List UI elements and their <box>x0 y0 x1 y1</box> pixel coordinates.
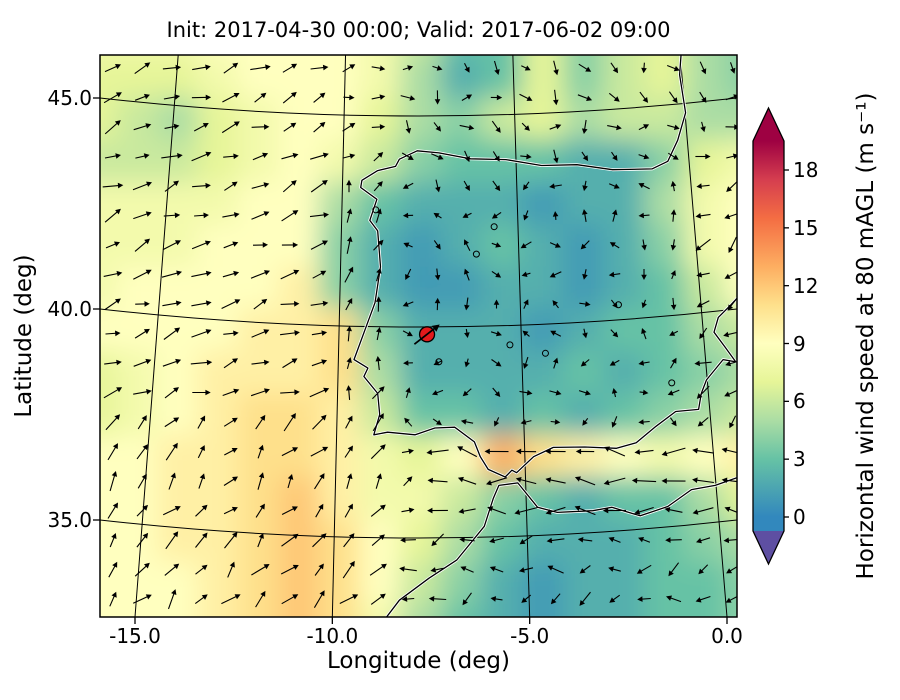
parallel-line <box>100 308 737 328</box>
meridian-line <box>331 55 347 617</box>
y-axis-label: Latitude (deg) <box>11 254 37 418</box>
meridian-line <box>134 55 179 617</box>
parallel-line <box>100 97 737 117</box>
colorbar <box>752 106 789 566</box>
x-tick-label: -10.0 <box>306 624 359 648</box>
colorbar-tick-label: 3 <box>793 447 806 472</box>
colorbar-under-arrow <box>753 531 784 564</box>
inland-water-contour <box>490 223 498 231</box>
inland-water-contour <box>541 349 549 357</box>
colorbar-outline <box>752 106 785 566</box>
colorbar-gradient <box>753 141 784 531</box>
station-wind-arrow <box>413 324 440 345</box>
inland-water-contour <box>506 341 514 349</box>
x-axis-label: Longitude (deg) <box>326 648 510 674</box>
colorbar-tick-label: 12 <box>793 273 819 298</box>
colorbar-over-arrow <box>753 108 784 141</box>
plot-title: Init: 2017-04-30 00:00; Valid: 2017-06-0… <box>166 18 671 42</box>
inland-water-contour <box>472 250 480 258</box>
coastline <box>385 477 737 617</box>
y-tick-label: 35.0 <box>47 508 92 532</box>
x-tick-label: -15.0 <box>109 624 161 648</box>
colorbar-tick-label: 9 <box>793 331 806 356</box>
axes-frame <box>99 54 738 618</box>
axis-ticks <box>93 97 728 624</box>
parallel-line <box>100 519 737 539</box>
map-area <box>100 55 737 617</box>
colorbar-label: Horizontal wind speed at 80 mAGL (m s⁻¹) <box>853 92 879 580</box>
inland-water-contour <box>668 379 676 387</box>
graticule <box>100 55 737 617</box>
wind-arrows <box>102 60 737 610</box>
x-tick-label: -5.0 <box>510 624 550 648</box>
colorbar-tick-label: 6 <box>793 389 806 414</box>
meridian-line <box>512 55 531 617</box>
colorbar-tick-label: 0 <box>793 505 806 529</box>
x-tick-label: 0.0 <box>711 624 743 648</box>
y-tick-label: 45.0 <box>47 86 92 110</box>
colorbar-tick-label: 15 <box>793 215 819 240</box>
y-tick-label: 40.0 <box>47 297 92 321</box>
wind-speed-field <box>100 55 737 617</box>
inland-water-contour <box>372 206 380 214</box>
colorbar-tick-label: 18 <box>793 158 819 182</box>
